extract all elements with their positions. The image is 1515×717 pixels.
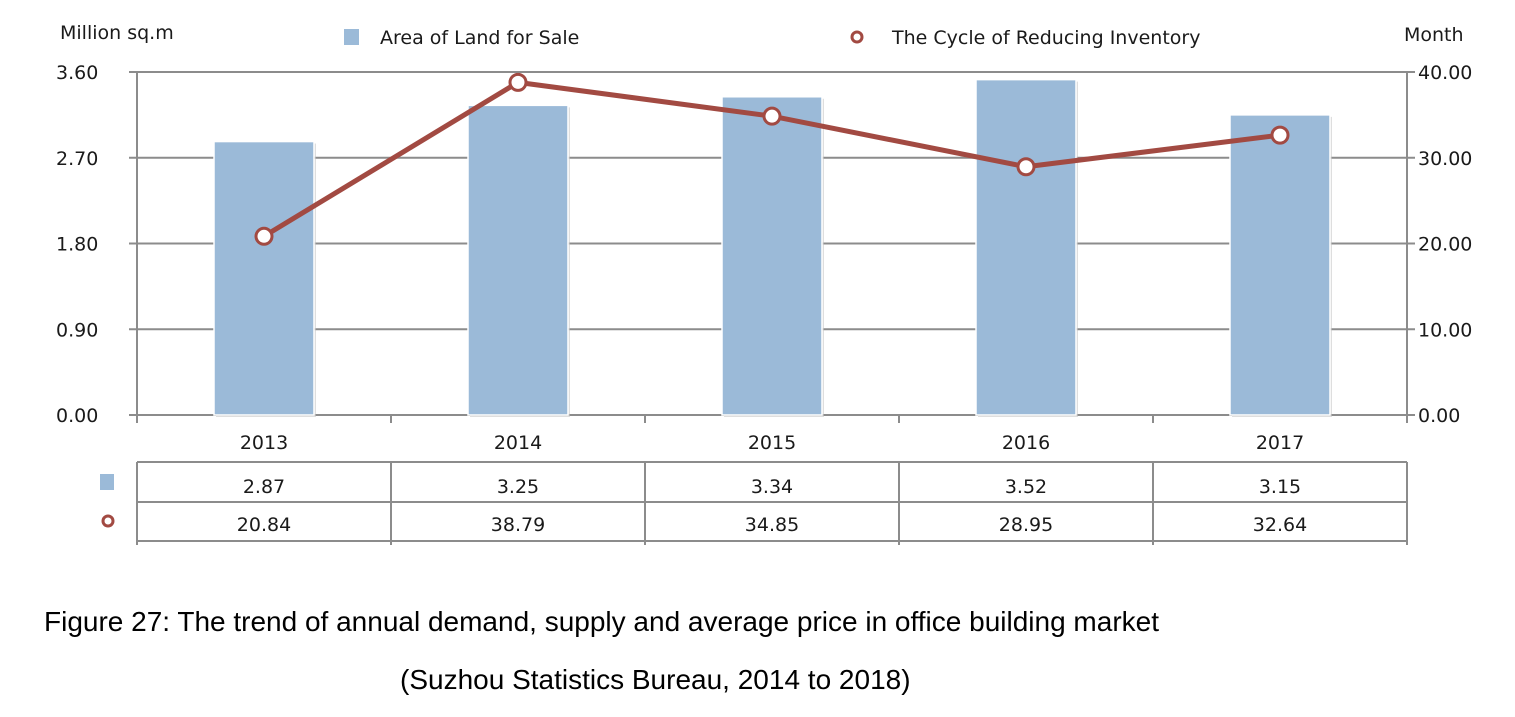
left-tick-label: 2.70: [56, 148, 98, 170]
point-2016: [1016, 157, 1036, 177]
bar-2016: [975, 78, 1077, 416]
right-tick-label: 30.00: [1418, 148, 1472, 170]
x-tick-label: 2015: [748, 432, 796, 454]
bar-2015: [721, 96, 823, 416]
table-cell: 2.87: [243, 476, 285, 498]
left-tick-label: 3.60: [56, 62, 98, 84]
table-cell: 3.34: [751, 476, 793, 498]
x-tick-label: 2016: [1002, 432, 1050, 454]
combo-chart: 0.00 0.90 1.80 2.70 3.60 0.00 10.00 20.00 30.00 4…: [56, 22, 1472, 545]
table-cell: 3.25: [497, 476, 539, 498]
point-2014: [508, 72, 528, 92]
table-cell: 20.84: [237, 514, 291, 536]
left-axis-label: Million sq.m: [60, 22, 174, 44]
right-tick-label: 20.00: [1418, 234, 1472, 256]
figure-caption: Figure 27: The trend of annual demand, s…: [44, 606, 1159, 637]
table-cell: 3.52: [1005, 476, 1047, 498]
legend-line-marker: [850, 30, 864, 44]
left-tick-label: 0.00: [56, 405, 98, 427]
bar-2013: [213, 140, 315, 416]
point-2015: [762, 106, 782, 126]
figure-source: (Suzhou Statistics Bureau, 2014 to 2018): [400, 664, 911, 695]
x-tick-label: 2014: [494, 432, 542, 454]
table-line-marker: [101, 514, 115, 528]
right-axis-label: Month: [1404, 24, 1464, 46]
right-tick-label: 10.00: [1418, 319, 1472, 341]
x-tick-label: 2017: [1256, 432, 1304, 454]
legend-bar-swatch: [344, 29, 359, 45]
left-tick-label: 1.80: [56, 234, 98, 256]
point-2017: [1270, 125, 1290, 145]
table-bar-swatch: [100, 474, 114, 490]
table-cell: 32.64: [1253, 514, 1307, 536]
table-cell: 28.95: [999, 514, 1053, 536]
bar-2014: [467, 104, 569, 416]
bar-2017: [1229, 114, 1331, 416]
left-tick-label: 0.90: [56, 319, 98, 341]
table-cell: 3.15: [1259, 476, 1301, 498]
point-2013: [254, 226, 274, 246]
right-tick-label: 40.00: [1418, 62, 1472, 84]
table-cell: 38.79: [491, 514, 545, 536]
x-tick-label: 2013: [240, 432, 288, 454]
legend-line-label: The Cycle of Reducing Inventory: [891, 27, 1200, 49]
table-cell: 34.85: [745, 514, 799, 536]
right-tick-label: 0.00: [1418, 405, 1460, 427]
legend-bar-label: Area of Land for Sale: [380, 27, 579, 49]
